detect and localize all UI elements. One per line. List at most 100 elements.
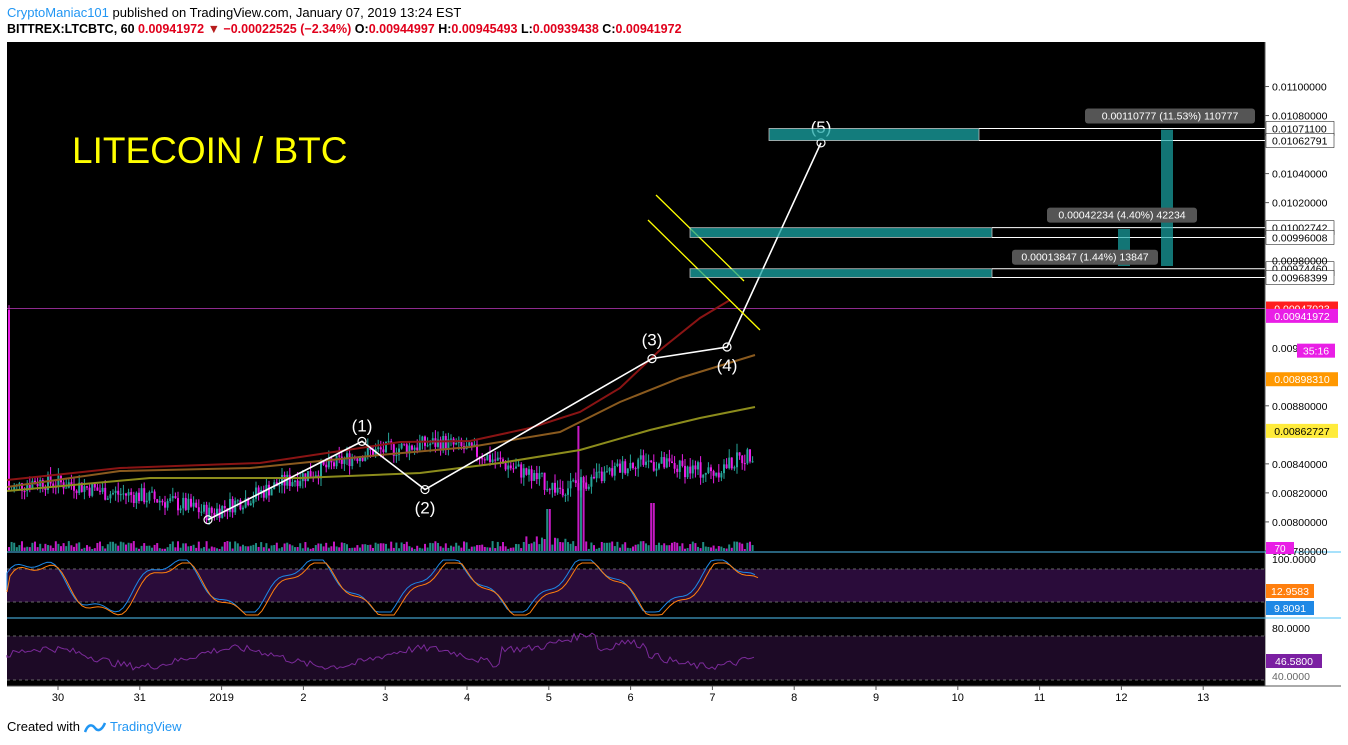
candle-body: [486, 454, 489, 461]
candle-body: [460, 439, 463, 447]
volume-bar: [182, 543, 185, 551]
tradingview-brand-link[interactable]: TradingView: [109, 719, 182, 734]
volume-bar: [751, 545, 754, 551]
candle-body: [101, 487, 104, 492]
candle-body: [18, 483, 21, 485]
candle-body: [73, 484, 75, 491]
volume-bar: [564, 538, 567, 551]
stoch-rsi-pane[interactable]: [6, 559, 1265, 616]
candle-body: [70, 482, 73, 485]
candle-body: [93, 483, 96, 488]
volume-bar: [184, 543, 187, 551]
price-axis[interactable]: 0.01100000 0.01080000 0.01040000 0.01020000…: [1265, 82, 1338, 683]
volume-bar: [382, 543, 385, 551]
volume-bar: [39, 543, 42, 551]
volume-bar: [650, 503, 653, 551]
rsi-pane[interactable]: [6, 632, 1265, 681]
candle-body: [639, 455, 642, 460]
time-axis[interactable]: 30 31 2019 2 3 4 5 6 7 8 9 10 11 12 13: [52, 686, 1209, 704]
wave-label: (4): [717, 356, 738, 375]
volume-bar: [377, 543, 380, 551]
candle-body: [626, 468, 629, 474]
volume-bar: [275, 542, 278, 551]
candle-body: [299, 481, 302, 487]
author-link[interactable]: CryptoManiac101: [7, 5, 109, 20]
volume-bar: [395, 542, 398, 551]
candle-body: [429, 443, 432, 446]
candle-body: [239, 500, 242, 510]
volume-bar: [281, 547, 283, 551]
candle-body: [655, 468, 658, 471]
volume-bar: [624, 542, 627, 551]
volume-bar: [606, 542, 608, 551]
rsi-value-box: [1266, 654, 1322, 668]
volume-bar: [190, 545, 192, 551]
volume-bar: [127, 542, 130, 551]
candle-body: [606, 471, 608, 473]
volume-bar: [197, 541, 200, 551]
volume-bar: [52, 547, 55, 551]
volume-bar: [10, 541, 13, 551]
volume-bar: [663, 543, 666, 551]
candle-body: [192, 502, 195, 507]
close-value: 0.00941972: [615, 22, 682, 36]
candle-body: [507, 465, 510, 470]
volume-bar: [561, 542, 564, 551]
volume-bar: [86, 545, 88, 551]
volume-bar: [119, 541, 122, 551]
candle-body: [83, 486, 86, 492]
time-tick-label: 30: [52, 692, 64, 704]
volume-bar: [543, 539, 546, 551]
candle-body: [749, 449, 751, 462]
time-tick-label: 7: [709, 692, 715, 704]
rsi-value-label: 46.5800: [1275, 656, 1313, 668]
candle-body: [426, 445, 429, 447]
volume-bar: [730, 547, 733, 551]
candle-body: [143, 488, 146, 503]
candle-body: [171, 496, 174, 499]
volume-bar: [556, 538, 559, 551]
candle-body: [738, 452, 741, 456]
ma-50-line: [6, 299, 731, 481]
volume-bar: [538, 544, 541, 551]
volume-bar: [260, 542, 263, 551]
candle-body: [249, 503, 252, 506]
volume-bar: [312, 548, 315, 551]
volume-bar: [442, 547, 445, 551]
volume-bar: [626, 547, 629, 551]
volume-bar: [307, 547, 309, 551]
ma-100-line: [6, 354, 756, 488]
candle-body: [161, 500, 164, 503]
volume-bar: [509, 547, 512, 551]
volume-bar: [593, 545, 595, 551]
candle-body: [314, 475, 317, 477]
candle-body: [439, 439, 442, 451]
time-tick-label: 8: [791, 692, 797, 704]
candle-body: [546, 489, 549, 491]
volume-bar: [528, 543, 530, 551]
volume-bar: [720, 546, 723, 551]
candle-body: [548, 489, 551, 491]
price-tick-label: 0.00820000: [1272, 488, 1328, 500]
volume-bar: [572, 541, 575, 551]
volume-bar: [112, 541, 114, 551]
footer: Created with TradingView: [7, 719, 182, 734]
candle-body: [733, 467, 736, 469]
volume-bar: [595, 548, 598, 551]
candle-body: [450, 438, 452, 440]
volume-bar: [270, 545, 273, 551]
volume-bar: [132, 541, 135, 551]
volume-bar: [283, 543, 286, 551]
main-pane[interactable]: [6, 299, 1341, 619]
candle-body: [169, 498, 172, 502]
volume-bar: [400, 542, 403, 551]
volume-bar: [468, 548, 471, 551]
price-tick-label: 0.00800000: [1272, 517, 1328, 529]
candle-body: [608, 468, 611, 472]
volume-bar: [645, 543, 647, 551]
candle-body: [156, 499, 159, 503]
volume-bar: [632, 546, 634, 551]
level-tag-box: [1265, 270, 1335, 285]
volume-bar: [450, 545, 452, 551]
